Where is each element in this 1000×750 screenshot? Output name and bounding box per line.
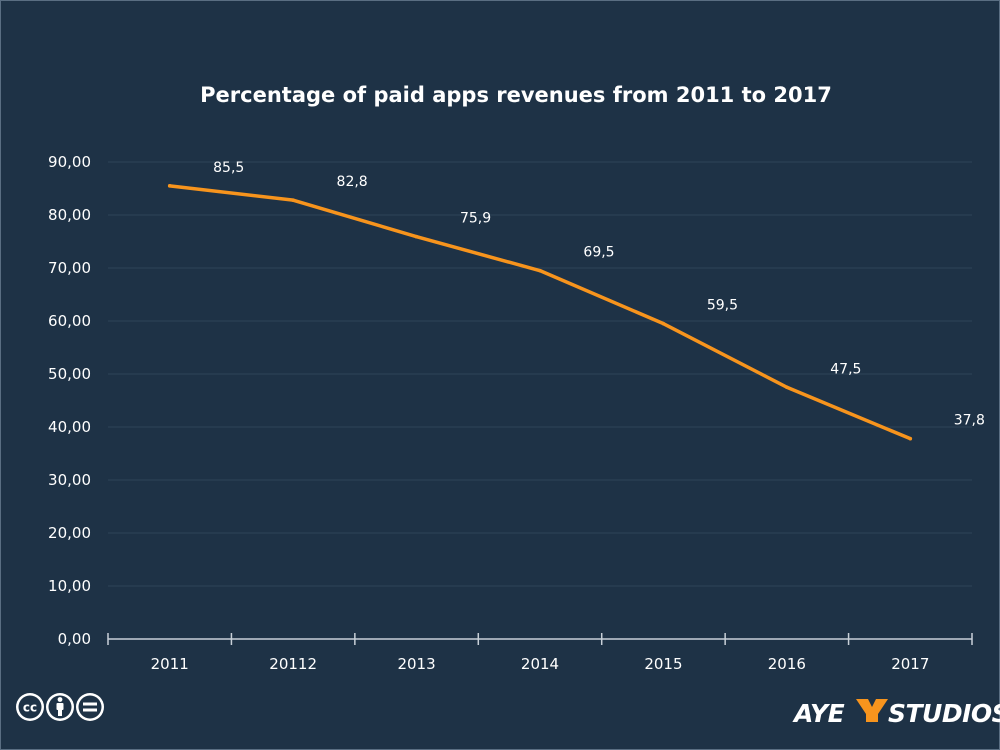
grid-lines (108, 161, 972, 587)
series-line-group (167, 184, 913, 441)
data-label: 85,5 (213, 160, 244, 176)
data-label: 82,8 (337, 174, 368, 190)
cc-icon: cc (16, 693, 44, 721)
data-point (291, 198, 295, 202)
data-labels: 85,5 82,8 75,9 69,5 59,5 47,5 37,8 (213, 160, 985, 429)
x-tick-label: 2013 (397, 655, 435, 673)
svg-text:STUDIOS: STUDIOS (888, 699, 1000, 728)
logo-y-mark-icon (856, 699, 888, 722)
data-label: 59,5 (707, 298, 738, 314)
data-point (167, 184, 172, 188)
y-tick-label: 40,00 (48, 418, 91, 436)
x-tick-label: 20112 (269, 655, 317, 673)
svg-text:cc: cc (23, 701, 37, 715)
y-tick-label: 10,00 (48, 577, 91, 595)
y-tick-label: 50,00 (48, 365, 91, 383)
data-label: 47,5 (830, 361, 861, 377)
data-label: 75,9 (460, 211, 491, 227)
x-tick-label: 2014 (521, 655, 559, 673)
y-tick-label: 0,00 (58, 630, 91, 648)
x-axis-tick-labels: 2011 20112 2013 2014 2015 2016 2017 (151, 655, 930, 673)
x-axis (107, 633, 973, 645)
y-tick-label: 20,00 (48, 524, 91, 542)
svg-text:AYE: AYE (792, 699, 845, 728)
data-point (414, 234, 419, 239)
y-axis-tick-labels: 0,00 10,00 20,00 30,00 40,00 50,00 60,00 70,00 8… (48, 153, 91, 648)
y-tick-label: 80,00 (48, 206, 91, 224)
data-point (785, 385, 789, 390)
ayestudios-logo: AYE STUDIOS (790, 688, 1000, 732)
data-point (908, 436, 913, 441)
x-tick-label: 2017 (891, 655, 929, 673)
license-icons: cc (16, 693, 104, 721)
x-tick-label: 2015 (644, 655, 682, 673)
series-line (167, 184, 913, 441)
data-label: 37,8 (954, 413, 985, 429)
chart-title: Percentage of paid apps revenues from 20… (200, 83, 832, 107)
data-label: 69,5 (583, 245, 614, 261)
nd-icon (76, 693, 104, 721)
y-tick-label: 90,00 (48, 153, 91, 171)
y-tick-label: 30,00 (48, 471, 91, 489)
data-point (538, 268, 542, 273)
y-tick-label: 70,00 (48, 259, 91, 277)
x-tick-label: 2016 (768, 655, 806, 673)
data-point (661, 321, 666, 326)
y-tick-label: 60,00 (48, 312, 91, 330)
by-icon (46, 693, 74, 721)
x-tick-label: 2011 (151, 655, 189, 673)
